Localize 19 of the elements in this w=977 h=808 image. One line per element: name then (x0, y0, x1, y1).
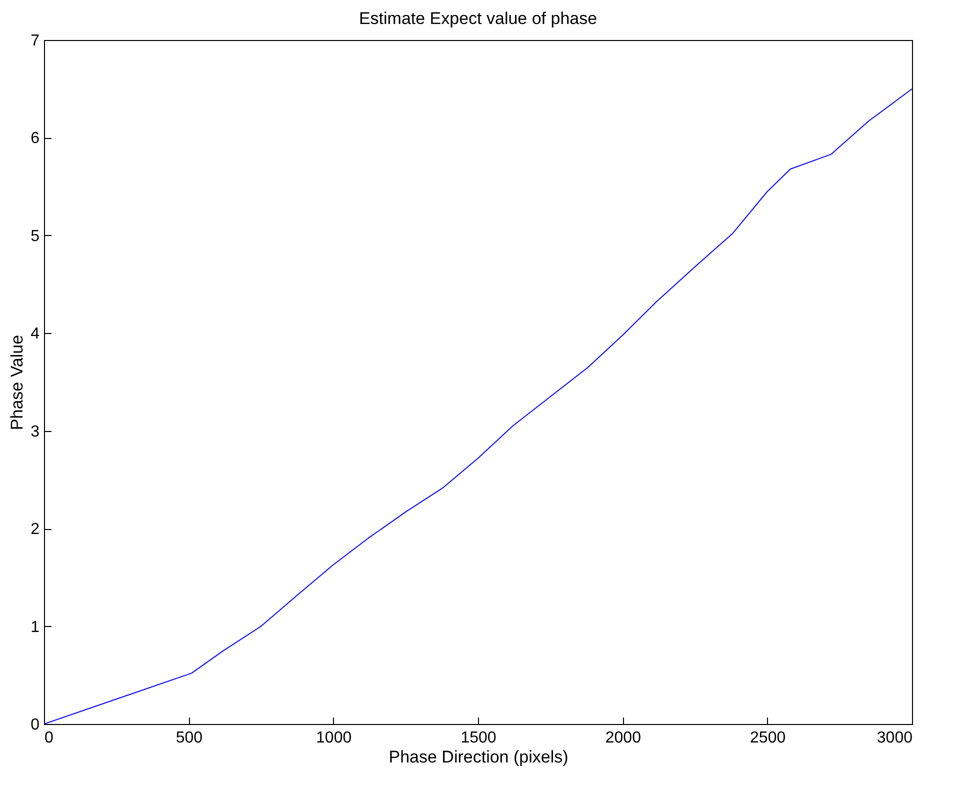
y-tick-label: 0 (30, 716, 40, 734)
y-tick-label: 3 (30, 423, 40, 440)
chart-title: Estimate Expect value of phase (358, 9, 598, 28)
x-axis-title: Phase Direction (pixels) (388, 748, 568, 766)
y-axis-title: Phase Value (8, 334, 27, 430)
y-tick-label: 7 (30, 32, 40, 50)
x-tick-label: 1500 (460, 730, 496, 746)
x-tick-label: 0 (44, 730, 54, 746)
y-tick-label: 1 (30, 618, 40, 636)
y-tick-label: 2 (30, 521, 40, 538)
y-tick-label: 4 (30, 326, 40, 343)
x-tick-label: 2500 (750, 730, 786, 746)
x-tick-label: 2000 (605, 730, 642, 746)
y-tick-label: 6 (30, 130, 40, 148)
y-tick-label: 5 (30, 228, 40, 245)
x-tick-label: 3000 (876, 730, 913, 746)
line-series (44, 88, 912, 724)
x-tick-label: 1000 (316, 730, 352, 746)
x-tick-label: 500 (176, 730, 203, 746)
